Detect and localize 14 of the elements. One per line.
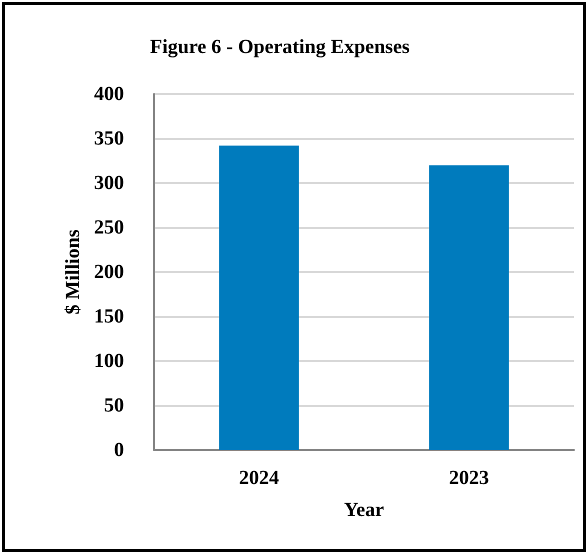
y-tick-label: 250 <box>94 216 124 238</box>
y-tick-label: 350 <box>94 128 124 150</box>
y-tick-label: 0 <box>114 439 124 461</box>
x-tick-label: 2024 <box>239 467 279 489</box>
y-tick-label: 100 <box>94 350 124 372</box>
y-axis-title: $ Millions <box>62 229 84 315</box>
y-tick-label: 50 <box>104 394 124 416</box>
x-tick-label: 2023 <box>449 467 489 489</box>
y-tick-label: 300 <box>94 172 124 194</box>
y-tick-label: 400 <box>94 83 124 105</box>
y-tick-label: 150 <box>94 306 124 328</box>
chart-title: Figure 6 - Operating Expenses <box>150 36 410 58</box>
x-axis-title: Year <box>344 499 384 521</box>
y-tick-label: 200 <box>94 261 124 283</box>
